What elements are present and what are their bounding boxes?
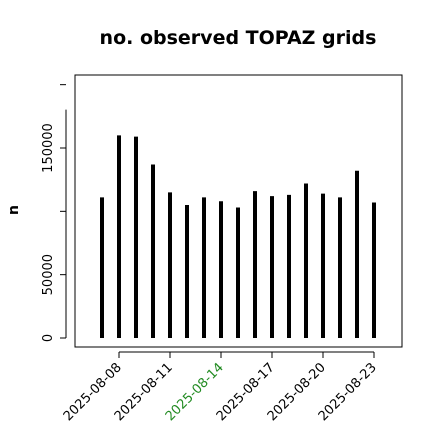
y-axis-label: n: [6, 205, 22, 215]
y-axis: 0 50000 150000: [41, 84, 67, 342]
plot-frame: [74, 74, 403, 348]
bars: [100, 135, 376, 338]
x-axis: 2025-08-082025-08-112025-08-142025-08-17…: [61, 351, 380, 424]
y-tick-label: 150000: [41, 123, 56, 173]
y-tick-label: 50000: [41, 254, 56, 295]
y-tick-label: 0: [41, 334, 56, 342]
chart-title: no. observed TOPAZ grids: [100, 27, 377, 49]
